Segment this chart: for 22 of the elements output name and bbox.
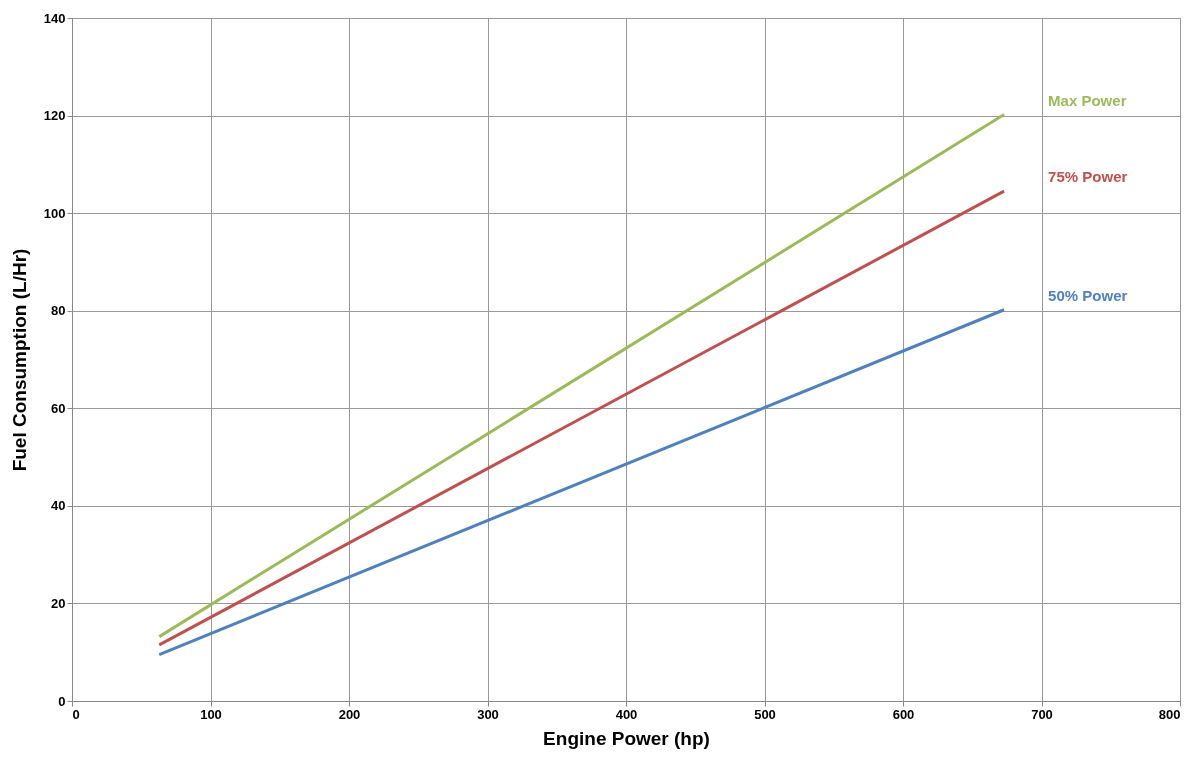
text: Max Power [1048,91,1127,109]
y-axis-title: Fuel Consumption (L/Hr) [8,248,30,472]
y-tick-label: 140 [43,10,66,26]
y-tick-label: 120 [43,108,66,124]
y-tick-label: 0 [58,693,66,709]
y-tick-label: 60 [51,400,66,416]
x-tick-label: 700 [1031,706,1053,722]
text: 75% Power [1048,168,1128,186]
x-tick-label: 100 [200,706,222,722]
y-tick-label: 100 [43,205,66,221]
x-axis-title: Engine Power (hp) [543,727,710,749]
y-tick-label: 40 [51,498,66,514]
x-tick-label: 400 [615,706,638,722]
y-tick-label: 80 [51,303,66,319]
y-tick-label: 20 [51,595,66,611]
x-tick-label: 800 [1158,706,1181,722]
x-tick-label: 300 [477,706,499,722]
x-tick-label: 600 [892,706,915,722]
x-tick-label: 0 [72,706,80,722]
x-tick-label: 200 [338,706,361,722]
text: 50% Power [1048,286,1128,304]
x-tick-label: 500 [754,706,776,722]
